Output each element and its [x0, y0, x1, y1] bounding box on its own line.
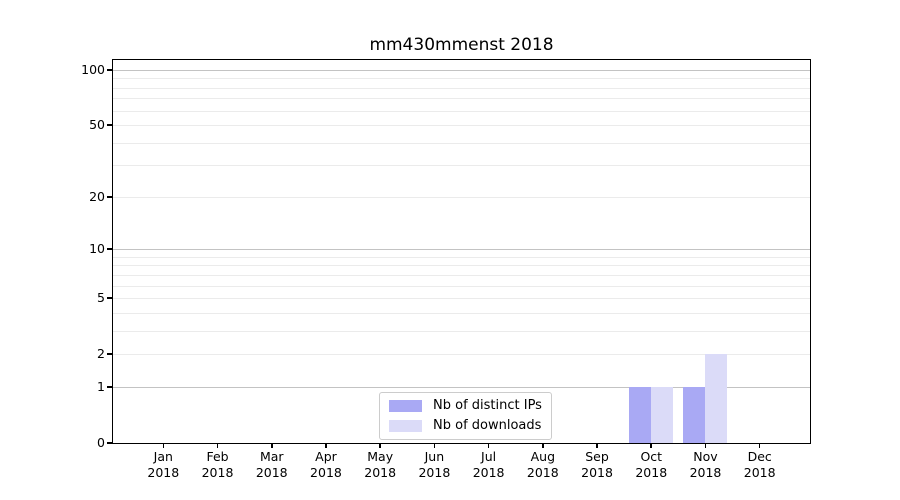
y-tick-label: 10 — [89, 241, 105, 257]
y-tick-mark — [107, 196, 113, 198]
x-tick-label: Sep 2018 — [581, 449, 613, 480]
legend-item-distinct-ips: Nb of distinct IPs — [389, 398, 542, 414]
legend-label-downloads: Nb of downloads — [433, 418, 542, 433]
bar-distinct-ips — [683, 386, 706, 443]
minor-gridline — [113, 165, 810, 167]
y-tick-label: 1 — [97, 378, 105, 394]
x-tick-mark — [162, 443, 165, 448]
y-tick-mark — [107, 442, 113, 444]
x-tick-mark — [216, 443, 219, 448]
y-tick-label: 50 — [89, 117, 105, 133]
chart-title: mm430mmenst 2018 — [369, 35, 554, 55]
minor-gridline — [113, 110, 810, 112]
y-tick-mark — [107, 297, 113, 299]
minor-gridline — [113, 312, 810, 314]
x-tick-label: Jun 2018 — [418, 449, 451, 480]
minor-gridline — [113, 142, 810, 144]
x-tick-label: Dec 2018 — [743, 449, 776, 480]
x-tick-label: Feb 2018 — [201, 449, 234, 480]
minor-gridline — [113, 98, 810, 100]
legend-item-downloads: Nb of downloads — [389, 418, 542, 434]
minor-gridline — [113, 196, 810, 198]
bar-distinct-ips — [629, 386, 652, 443]
minor-gridline — [113, 87, 810, 89]
x-tick-mark — [325, 443, 327, 448]
x-tick-mark — [758, 443, 761, 448]
legend: Nb of distinct IPs Nb of downloads — [379, 392, 552, 440]
legend-label-distinct-ips: Nb of distinct IPs — [433, 398, 542, 413]
y-tick-label: 100 — [81, 61, 105, 77]
major-gridline — [113, 249, 810, 251]
x-tick-label: Apr 2018 — [310, 449, 342, 480]
x-tick-label: May 2018 — [364, 449, 397, 480]
x-tick-mark — [596, 443, 598, 448]
minor-gridline — [113, 125, 810, 127]
y-tick-mark — [107, 69, 113, 71]
x-tick-label: Mar 2018 — [255, 449, 288, 480]
y-tick-mark — [107, 386, 113, 388]
bar-downloads — [705, 354, 728, 443]
y-tick-label: 20 — [89, 188, 105, 204]
x-tick-mark — [704, 443, 707, 448]
x-tick-label: Jan 2018 — [147, 449, 180, 480]
minor-gridline — [113, 265, 810, 267]
legend-swatch-downloads — [389, 420, 422, 432]
x-tick-label: Jul 2018 — [472, 449, 505, 480]
major-gridline — [113, 69, 810, 71]
plot-area — [113, 60, 810, 443]
minor-gridline — [113, 330, 810, 332]
major-gridline — [113, 386, 810, 388]
y-tick-label: 0 — [97, 435, 105, 450]
minor-gridline — [113, 78, 810, 80]
x-tick-mark — [379, 443, 381, 448]
x-tick-mark — [433, 443, 436, 448]
y-tick-mark — [107, 248, 113, 250]
y-tick-label: 5 — [97, 290, 105, 306]
legend-swatch-distinct-ips — [389, 400, 422, 412]
y-tick-mark — [107, 124, 113, 127]
minor-gridline — [113, 354, 810, 356]
y-tick-label: 2 — [97, 346, 105, 362]
x-tick-mark — [542, 443, 544, 448]
x-tick-label: Aug 2018 — [526, 449, 559, 480]
minor-gridline — [113, 285, 810, 287]
bar-downloads — [651, 386, 674, 443]
minor-gridline — [113, 298, 810, 300]
x-tick-mark — [270, 443, 273, 448]
minor-gridline — [113, 256, 810, 258]
minor-gridline — [113, 274, 810, 276]
x-tick-mark — [650, 443, 653, 448]
x-tick-label: Nov 2018 — [689, 449, 722, 480]
x-tick-mark — [487, 443, 490, 448]
y-tick-mark — [107, 353, 113, 355]
x-tick-label: Oct 2018 — [635, 449, 668, 480]
